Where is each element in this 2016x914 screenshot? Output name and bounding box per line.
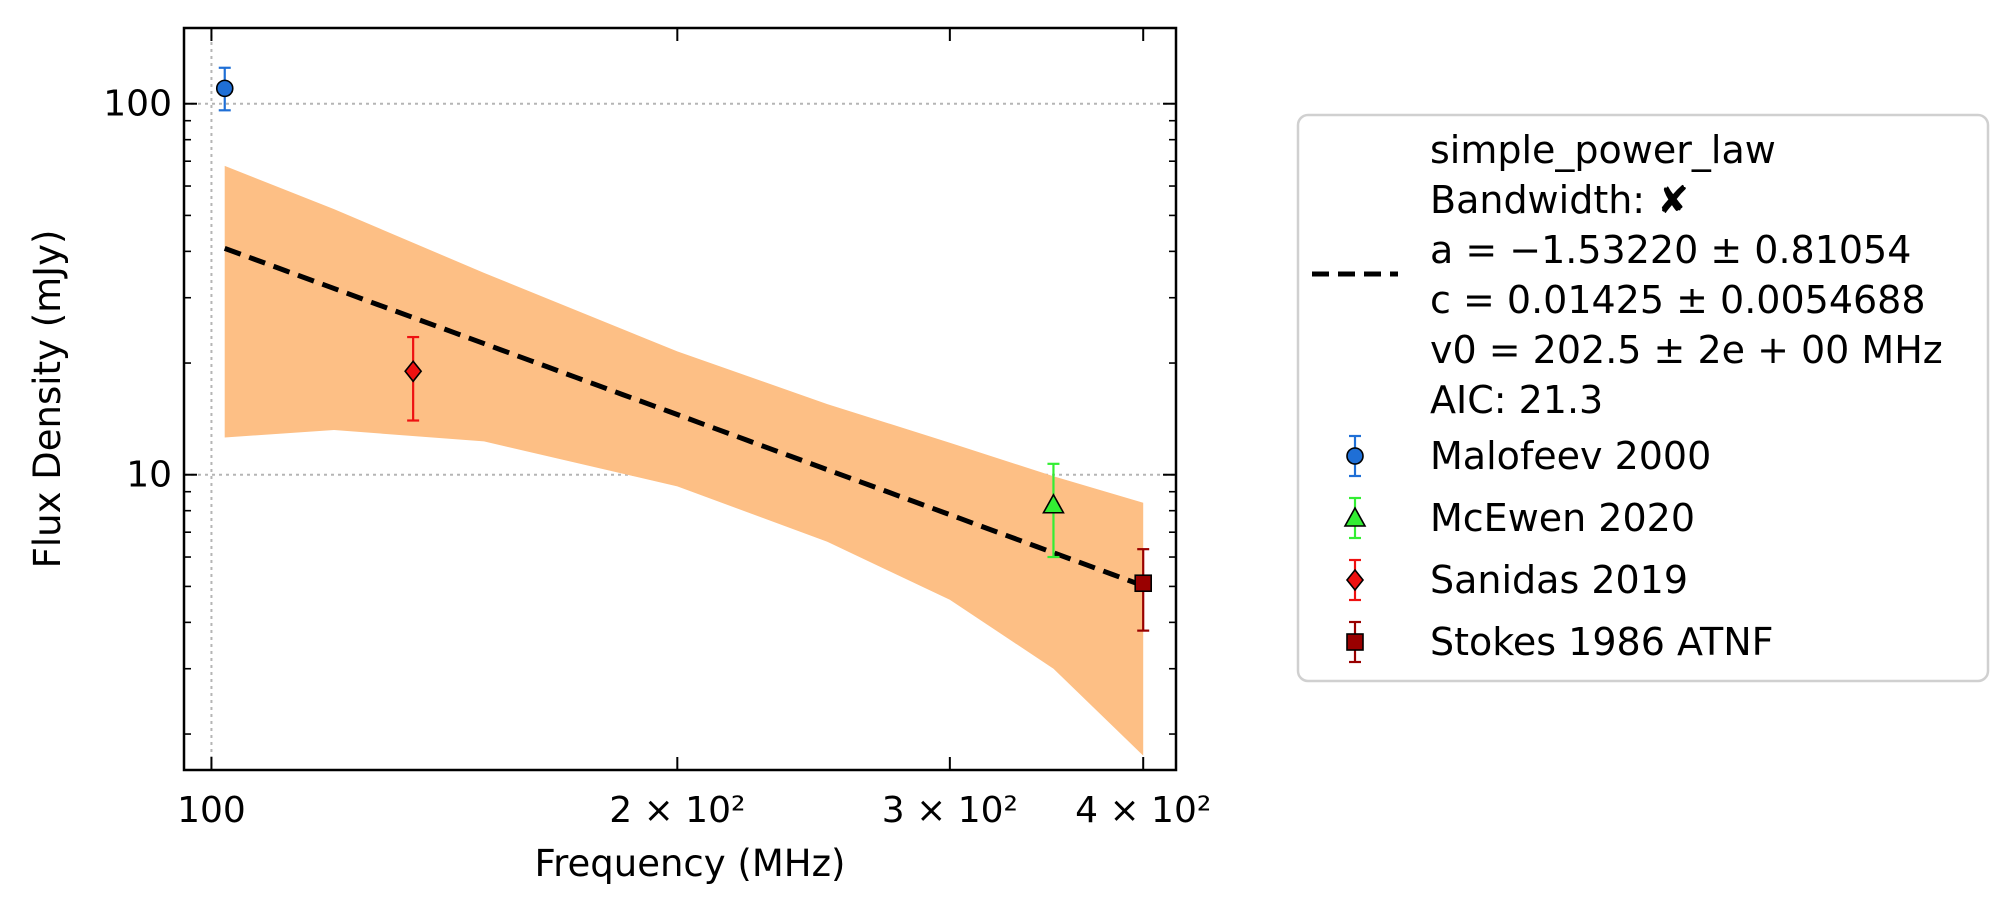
y-tick-label: 100 [103,84,172,125]
legend-fit-text: Bandwidth: ✘ [1430,178,1689,222]
legend-series-label: Stokes 1986 ATNF [1430,620,1774,664]
plot-frame [182,26,1178,772]
x-tick-label: 3 × 10² [882,790,1018,831]
y-axis-label: Flux Density (mJy) [26,230,69,569]
legend-fit-text: a = −1.53220 ± 0.81054 [1430,228,1911,272]
data-point-triangle [1042,493,1065,514]
legend-marker-square [1346,633,1364,651]
legend-series-label: McEwen 2020 [1430,496,1695,540]
y-tick-label: 10 [126,455,172,496]
axes: 100 2 × 10² 3 × 10² 4 × 10² 10 100 Frequency (… [26,26,1211,885]
plot-area [184,28,1176,770]
legend: simple_power_law Bandwidth: ✘ a = −1.53220… [1296,113,1990,683]
legend-marker-diamond [1345,568,1365,592]
x-tick-label: 4 × 10² [1075,790,1211,831]
legend-fit-text: v0 = 202.5 ± 2e + 00 MHz [1430,328,1943,372]
legend-series-label: Sanidas 2019 [1430,558,1688,602]
data-point-square [1134,574,1153,593]
legend-marker-triangle [1343,506,1367,527]
x-tick-label: 2 × 10² [609,790,745,831]
data-point-circle [215,79,234,98]
fit-uncertainty-band [224,165,1144,756]
x-tick-label: 100 [177,790,246,831]
x-axis-label: Frequency (MHz) [535,842,846,885]
legend-box [1296,113,1990,683]
legend-fit-text: c = 0.01425 ± 0.0054688 [1430,278,1926,322]
legend-series-label: Malofeev 2000 [1430,434,1711,478]
legend-marker-circle [1346,447,1364,465]
legend-fit-text: AIC: 21.3 [1430,378,1603,422]
legend-fit-text: simple_power_law [1430,128,1776,172]
fit-line [223,246,1145,589]
data-point-diamond [404,360,423,383]
